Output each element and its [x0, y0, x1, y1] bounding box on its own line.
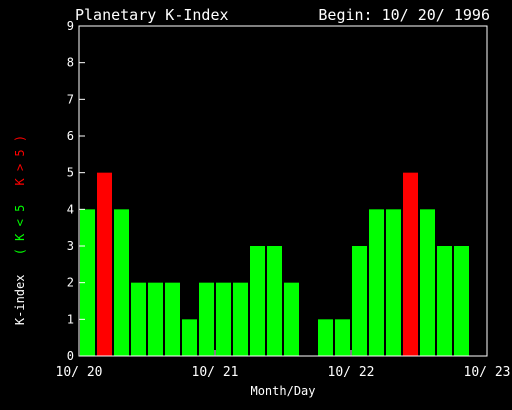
x-tick-label: 10/ 21 — [192, 365, 239, 380]
y-axis-label: K-index — [13, 275, 27, 326]
bar — [284, 282, 299, 356]
bar — [420, 209, 435, 356]
y-tick-label: 2 — [67, 276, 74, 290]
bar — [437, 246, 452, 356]
y-tick-label: 3 — [67, 239, 74, 253]
bar — [454, 246, 469, 356]
chart-title: Planetary K-Index — [75, 6, 229, 24]
y-axis: 0 1 2 3 4 5 6 7 8 9 — [67, 19, 85, 363]
x-tick-label: 10/ 22 — [328, 365, 375, 380]
y-tick-label: 5 — [67, 166, 74, 180]
y-tick-label: 0 — [67, 349, 74, 363]
y-axis-label-group: K-index ( K < 5 K > 5 ) — [13, 135, 27, 325]
bar — [233, 282, 248, 356]
chart-subtitle: Begin: 10/ 20/ 1996 — [318, 6, 490, 24]
x-axis: 10/ 20 10/ 21 10/ 22 10/ 23 — [56, 350, 511, 380]
bar — [114, 209, 129, 356]
bar — [318, 319, 333, 356]
y-tick-label: 8 — [67, 56, 74, 70]
svg-text:K-index ( K < 5 K: K-index ( K < 5 K > 5 ) — [13, 135, 27, 325]
bar — [335, 319, 350, 356]
bar — [369, 209, 384, 356]
bar — [216, 282, 231, 356]
y-tick-label: 9 — [67, 19, 74, 33]
y-tick-label: 4 — [67, 202, 74, 216]
bar — [250, 246, 265, 356]
bar — [267, 246, 282, 356]
y-tick-label: 1 — [67, 312, 74, 326]
plot-frame — [78, 25, 488, 357]
bars-group — [80, 172, 469, 356]
bar — [182, 319, 197, 356]
bar — [386, 209, 401, 356]
bar — [131, 282, 146, 356]
y-tick-label: 6 — [67, 129, 74, 143]
y-legend-storm: K > 5 ) — [13, 135, 27, 186]
x-axis-label: Month/Day — [250, 384, 315, 398]
bar — [352, 246, 367, 356]
y-tick-label: 7 — [67, 92, 74, 106]
bar — [165, 282, 180, 356]
bar — [403, 172, 418, 356]
bar — [148, 282, 163, 356]
x-tick-label: 10/ 23 — [464, 365, 511, 380]
bar — [97, 172, 112, 356]
bar — [199, 282, 214, 356]
y-legend-normal: ( K < 5 — [13, 205, 27, 256]
x-tick-label: 10/ 20 — [56, 365, 103, 380]
